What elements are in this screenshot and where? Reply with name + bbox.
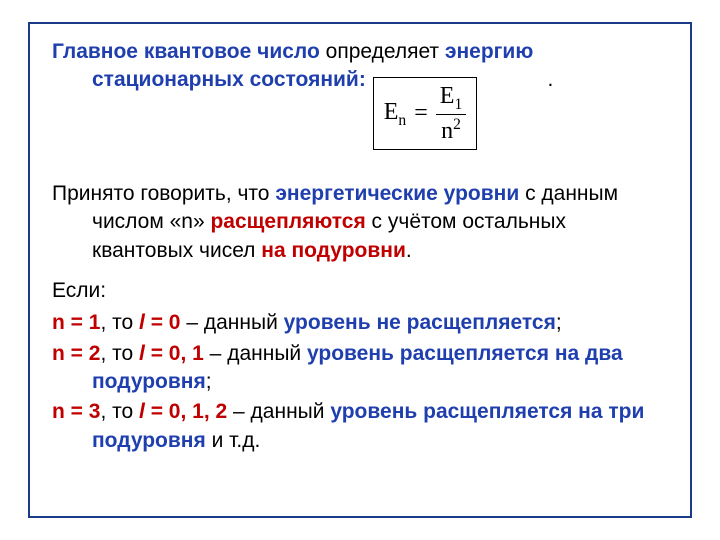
- r3-l: l = 0, 1, 2: [139, 400, 227, 423]
- r1-tail: уровень не расщепляется: [284, 311, 556, 334]
- num-sub: 1: [454, 95, 462, 112]
- r3-mid2: – данный: [227, 400, 330, 423]
- r2-mid2: – данный: [204, 342, 307, 365]
- term-energy-levels: энергетические уровни: [275, 182, 519, 205]
- num-base: E: [440, 83, 455, 109]
- frac-num: E1: [436, 84, 466, 115]
- term-sublevels: на подуровни: [261, 239, 406, 262]
- row-n2: n = 2, то l = 0, 1 – данный уровень расщ…: [52, 340, 668, 397]
- spacer: [52, 158, 668, 180]
- p1-t2: определяет: [320, 40, 445, 63]
- r1-end: ;: [556, 311, 562, 334]
- energy-formula: En = E1 n2: [373, 77, 477, 150]
- r1-mid1: , то: [100, 311, 139, 334]
- r2-l: l = 0, 1: [139, 342, 204, 365]
- term-split: расщепляются: [210, 210, 365, 233]
- r2-mid1: , то: [100, 342, 139, 365]
- frac-den: n2: [437, 115, 465, 143]
- r2-end: ;: [206, 370, 212, 393]
- term-main-quantum-number: Главное квантовое число: [52, 40, 320, 63]
- p2-t1: Принято говорить, что: [52, 182, 275, 205]
- r2-n-eq: n = 2: [52, 342, 100, 365]
- r1-l-eq: = 0: [145, 311, 181, 334]
- paragraph-2: Принято говорить, что энергетические уро…: [52, 180, 668, 265]
- r1-mid2: – данный: [181, 311, 284, 334]
- lhs-sub: n: [398, 112, 406, 129]
- den-base: n: [441, 118, 453, 144]
- p1-period: .: [548, 68, 554, 91]
- text-body: Главное квантовое число определяет энерг…: [52, 38, 668, 455]
- r3-mid1: , то: [100, 400, 139, 423]
- r3-n-eq: n = 3: [52, 400, 100, 423]
- formula-eq: =: [414, 97, 428, 129]
- row-n1: n = 1, то l = 0 – данный уровень не расщ…: [52, 309, 668, 337]
- formula-fraction: E1 n2: [436, 84, 466, 143]
- formula-lhs: En: [384, 96, 406, 131]
- r1-n-eq: n = 1: [52, 311, 100, 334]
- den-sup: 2: [453, 116, 461, 133]
- content-frame: Главное квантовое число определяет энерг…: [28, 22, 692, 518]
- lhs-base: E: [384, 99, 399, 125]
- p2-t7: .: [406, 239, 412, 262]
- r3-end: и т.д.: [206, 429, 261, 452]
- if-label: Если:: [52, 277, 668, 305]
- row-n3: n = 3, то l = 0, 1, 2 – данный уровень р…: [52, 398, 668, 455]
